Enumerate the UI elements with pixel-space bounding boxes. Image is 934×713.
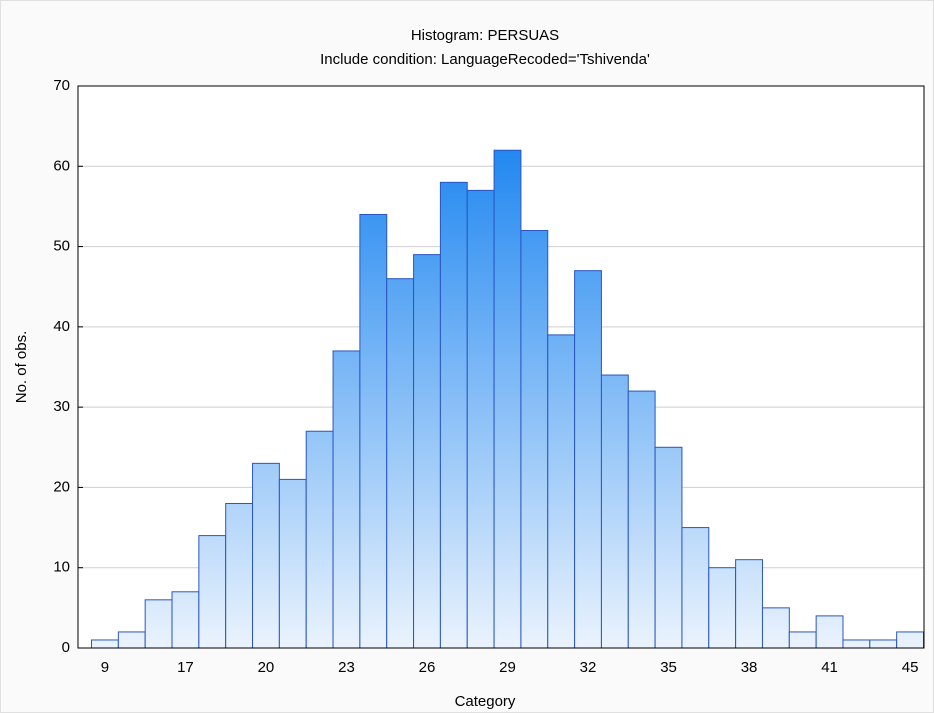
bar xyxy=(815,615,844,649)
bar xyxy=(627,390,656,649)
y-tick-label: 30 xyxy=(53,398,70,415)
bar xyxy=(466,189,495,649)
x-tick-label: 29 xyxy=(499,659,516,676)
y-tick-label: 50 xyxy=(53,238,70,255)
bar xyxy=(600,374,629,649)
y-tick-label: 0 xyxy=(62,639,70,656)
bar xyxy=(574,270,602,649)
y-axis-label: No. of obs. xyxy=(13,331,30,404)
y-tick-label: 10 xyxy=(53,559,70,576)
x-axis-label: Category xyxy=(455,693,516,710)
x-tick-label: 17 xyxy=(177,659,194,676)
bar xyxy=(252,462,280,649)
bar xyxy=(144,599,173,649)
bar xyxy=(171,591,200,649)
y-tick-label: 70 xyxy=(53,77,70,94)
bar xyxy=(91,639,119,649)
plot-frame xyxy=(77,85,925,649)
x-tick-label: 26 xyxy=(419,659,436,676)
bar xyxy=(198,535,227,649)
x-tick-label: 35 xyxy=(660,659,677,676)
bar xyxy=(439,181,468,649)
bar xyxy=(493,149,522,649)
bar xyxy=(896,631,925,649)
chart-subtitle: Include condition: LanguageRecoded='Tshi… xyxy=(320,51,650,68)
x-tick-label: 20 xyxy=(258,659,275,676)
bar xyxy=(761,607,790,649)
bar xyxy=(842,639,871,649)
bar xyxy=(359,213,388,649)
bar xyxy=(520,230,549,649)
bar xyxy=(708,567,737,649)
y-tick-label: 60 xyxy=(53,157,70,174)
bar xyxy=(681,527,710,649)
bar xyxy=(278,478,307,649)
bar xyxy=(654,446,683,649)
bar xyxy=(225,502,254,649)
bar xyxy=(547,334,576,649)
bar xyxy=(788,631,817,649)
chart-title: Histogram: PERSUAS xyxy=(411,27,559,44)
x-tick-label: 45 xyxy=(902,659,919,676)
bar xyxy=(305,430,334,649)
bar xyxy=(117,631,146,649)
y-tick-label: 20 xyxy=(53,478,70,495)
x-tick-label: 38 xyxy=(741,659,758,676)
x-tick-label: 23 xyxy=(338,659,355,676)
bar xyxy=(386,278,415,649)
bar xyxy=(869,639,898,649)
bar xyxy=(735,559,763,649)
y-tick-label: 40 xyxy=(53,318,70,335)
bar xyxy=(332,350,361,649)
bar xyxy=(413,254,441,649)
x-tick-label: 32 xyxy=(580,659,597,676)
x-tick-label: 41 xyxy=(821,659,838,676)
x-tick-label: 9 xyxy=(101,659,109,676)
